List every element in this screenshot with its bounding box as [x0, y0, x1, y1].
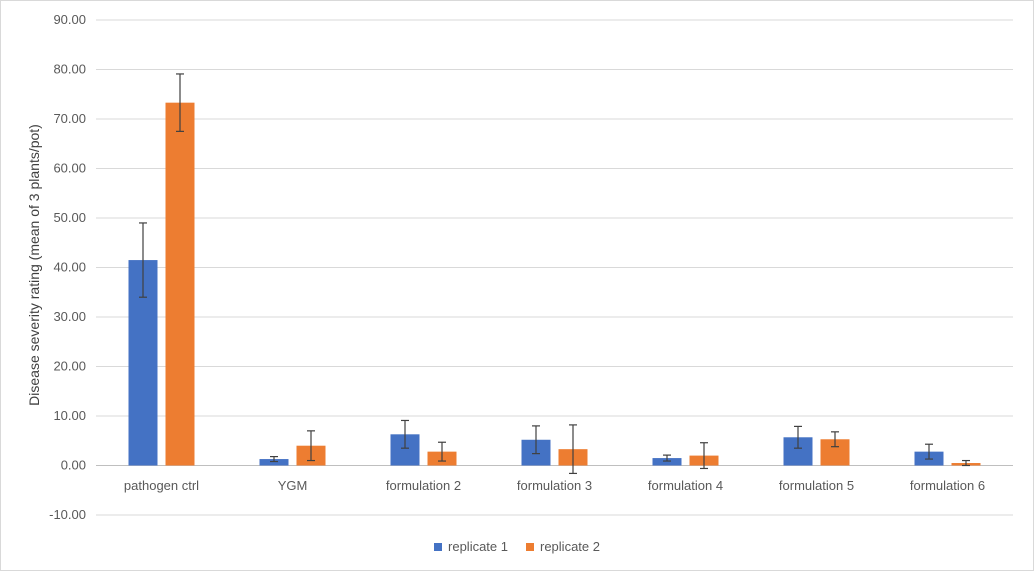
y-tick-label: 70.00 [53, 111, 86, 126]
x-tick-label: formulation 5 [779, 478, 854, 493]
legend-item-replicate-1: replicate 1 [434, 539, 508, 554]
gridlines [96, 19, 1013, 516]
x-tick-label: formulation 2 [386, 478, 461, 493]
x-tick-label: YGM [278, 478, 308, 493]
x-tick-label: formulation 4 [648, 478, 723, 493]
y-tick-label: 50.00 [53, 210, 86, 225]
legend-swatch-replicate-1 [434, 542, 443, 551]
legend: replicate 1 replicate 2 [1, 539, 1033, 554]
bars [128, 102, 981, 466]
y-tick-label: 20.00 [53, 359, 86, 374]
y-tick-label: 10.00 [53, 408, 86, 423]
y-tick-label: 0.00 [61, 458, 86, 473]
y-tick-label: 90.00 [53, 12, 86, 27]
y-tick-label: 60.00 [53, 161, 86, 176]
legend-label-replicate-2: replicate 2 [540, 539, 600, 554]
error-bars [139, 73, 970, 475]
x-tick-label: formulation 3 [517, 478, 592, 493]
y-tick-label: 40.00 [53, 260, 86, 275]
y-tick-label: 30.00 [53, 309, 86, 324]
y-tick-labels: -10.00 0.00 10.00 20.00 30.00 40.00 50.00 60.00… [49, 12, 86, 522]
bar-replicate-1 [259, 459, 289, 466]
bar-replicate-1 [652, 458, 682, 466]
y-axis-title: Disease severity rating (mean of 3 plant… [26, 124, 42, 406]
legend-item-replicate-2: replicate 2 [526, 539, 600, 554]
legend-label-replicate-1: replicate 1 [448, 539, 508, 554]
x-tick-label: formulation 6 [910, 478, 985, 493]
y-tick-label: 80.00 [53, 62, 86, 77]
x-tick-labels: pathogen ctrl YGM formulation 2 formulation… [124, 478, 985, 493]
legend-swatch-replicate-2 [526, 542, 534, 551]
x-tick-label: pathogen ctrl [124, 478, 199, 493]
bar-replicate-2 [165, 102, 195, 466]
y-tick-label: -10.00 [49, 507, 86, 522]
